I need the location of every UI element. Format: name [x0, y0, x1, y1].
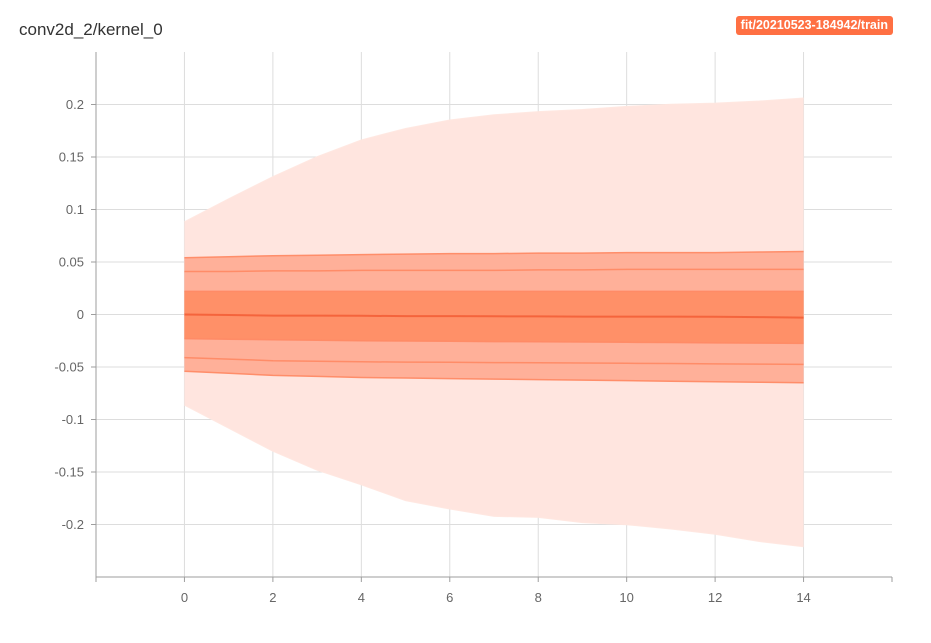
y-tick-label-2: 0.1	[66, 202, 84, 217]
series-line-6	[184, 356, 804, 366]
y-tick-labels: 0.2 0.15 0.1 0.05 0 -0.05 -0.1 -0.15 -0.2	[54, 97, 84, 532]
run-badge[interactable]: fit/20210523-184942/train	[735, 16, 893, 35]
x-tick-labels: 0 2 4 6 8 10 12 14	[181, 590, 811, 605]
y-tick-label-8: -0.2	[62, 517, 84, 532]
axes	[91, 52, 893, 582]
series-line-4	[184, 313, 804, 319]
distribution-lines	[184, 97, 804, 548]
band-3	[184, 291, 804, 344]
y-tick-label-5: -0.05	[54, 360, 84, 375]
y-tick-label-7: -0.15	[54, 465, 84, 480]
distribution-bands	[184, 98, 804, 547]
series-line-8	[184, 404, 804, 548]
x-tick-label-3: 6	[446, 590, 453, 605]
x-tick-label-7: 14	[796, 590, 810, 605]
y-tick-label-4: 0	[77, 307, 84, 322]
series-line-0	[184, 97, 804, 223]
series-line-2	[184, 268, 804, 273]
y-tick-label-3: 0.05	[59, 255, 84, 270]
chart-title: conv2d_2/kernel_0	[19, 20, 163, 39]
y-tick-label-1: 0.15	[59, 150, 84, 165]
series-line-5	[184, 337, 804, 345]
series-line-1	[184, 250, 804, 259]
x-tick-label-1: 2	[269, 590, 276, 605]
series-line-7	[184, 370, 804, 384]
x-tick-label-4: 8	[535, 590, 542, 605]
x-tick-label-0: 0	[181, 590, 188, 605]
x-tick-label-5: 10	[619, 590, 633, 605]
x-tick-label-2: 4	[358, 590, 365, 605]
y-tick-label-6: -0.1	[62, 412, 84, 427]
y-tick-label-0: 0.2	[66, 97, 84, 112]
x-tick-label-6: 12	[708, 590, 722, 605]
